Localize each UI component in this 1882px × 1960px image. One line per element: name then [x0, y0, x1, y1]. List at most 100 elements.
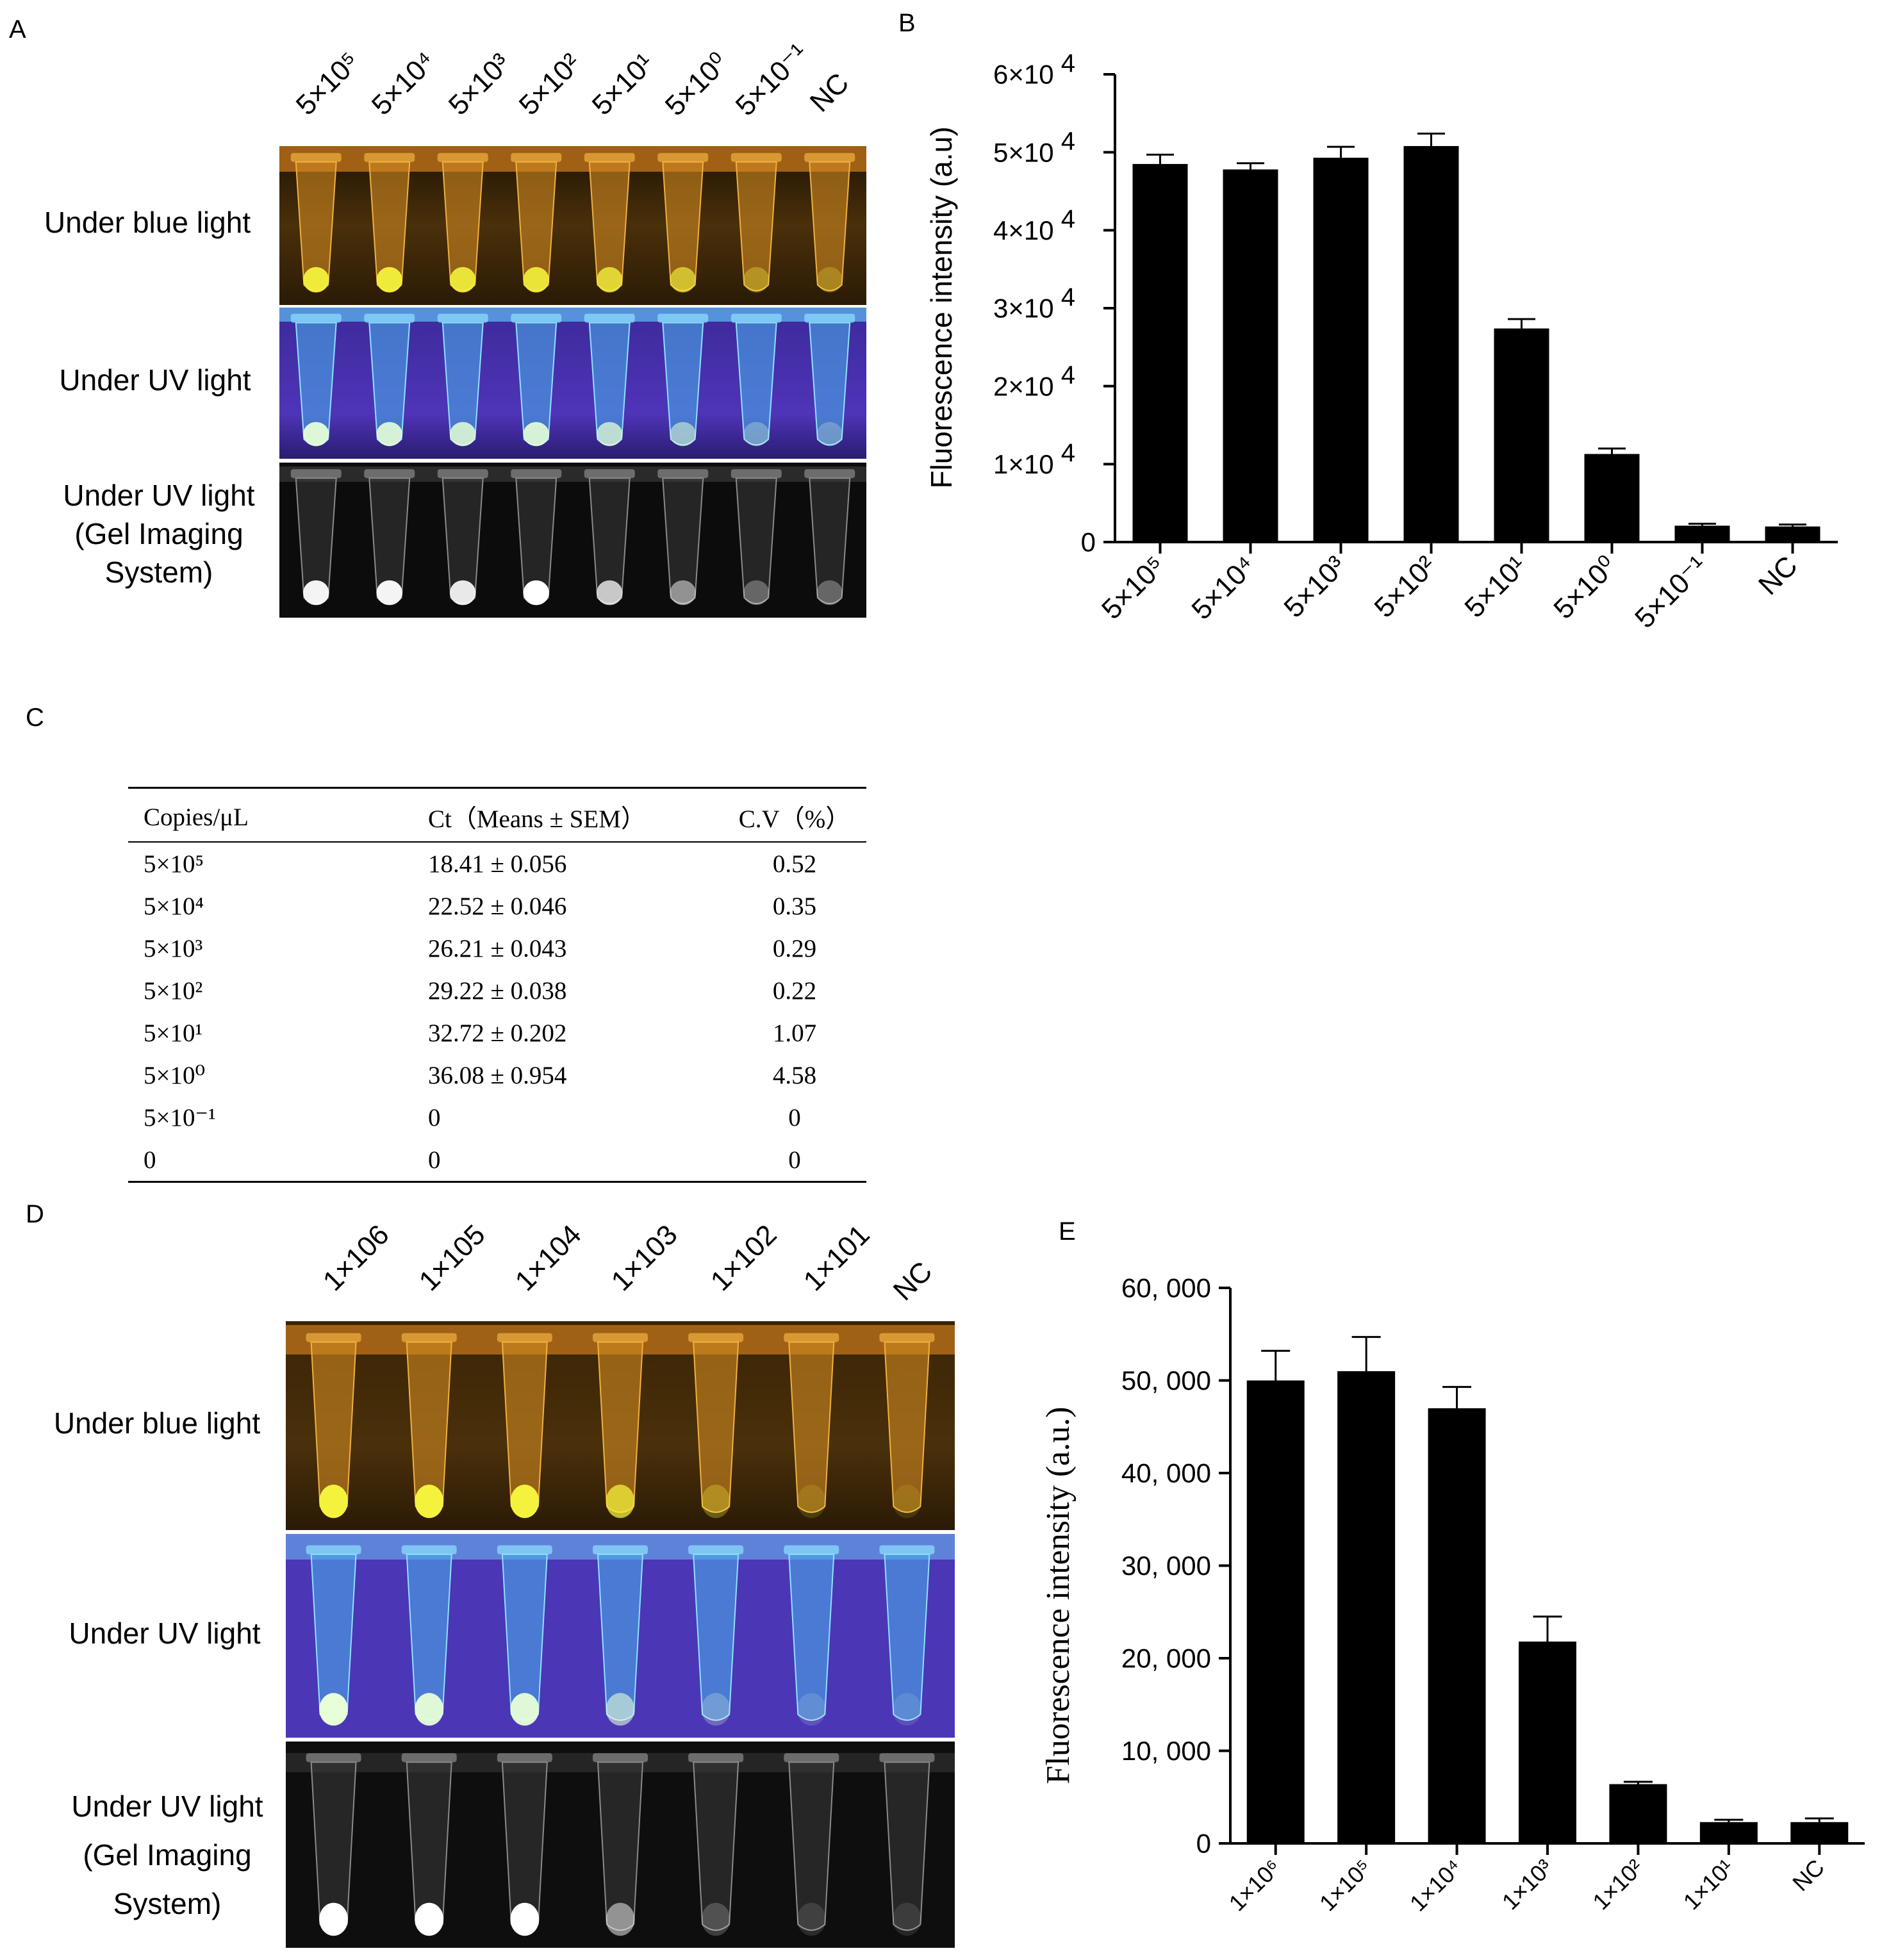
- tube-cap: [593, 1333, 648, 1342]
- tube: [788, 1553, 835, 1721]
- tube-cap: [497, 1753, 552, 1763]
- tube: [809, 161, 851, 292]
- tube-cap: [804, 313, 855, 323]
- lane-label: NC: [887, 1255, 939, 1307]
- cell-ct: 18.41 ± 0.056: [428, 850, 567, 878]
- lane-label: 1×103: [605, 1219, 684, 1297]
- cell-ct: 0: [413, 1139, 723, 1183]
- tube-cap: [804, 469, 855, 479]
- bar: [1223, 169, 1278, 542]
- cell-copies: 5×10⁵: [144, 850, 204, 878]
- tube-cap: [290, 152, 342, 162]
- tube-fluorescence: [319, 1485, 348, 1519]
- tube-fluorescence: [670, 580, 696, 605]
- ct-table: Copies/μL Ct（Means ± SEM） C.V（%） 5×10⁵ 18…: [128, 787, 866, 1183]
- bar: [1494, 328, 1549, 542]
- tube-cap: [511, 313, 562, 323]
- row-label-text: System): [113, 1886, 222, 1920]
- tube-fluorescence: [450, 422, 476, 447]
- y-axis-title: Fluorescence intensity (a.u): [925, 126, 958, 488]
- x-tick-label: 5×10²: [1368, 550, 1442, 623]
- y-axis-title: Fluorescence intensity (a.u.): [1040, 1406, 1077, 1784]
- cell-copies: 5×10¹: [144, 1019, 203, 1047]
- y-tick-label: 1×10 4: [993, 439, 1075, 479]
- bar: [1313, 158, 1369, 542]
- table-row: 5×10⁻¹ 0 0: [128, 1096, 866, 1139]
- chart-b: Fluorescence intensity (a.u) 0 1×10 4 2×10…: [925, 49, 1838, 634]
- y-tick-label: 0: [1196, 1829, 1211, 1859]
- tube-cap: [584, 469, 635, 479]
- tube-fluorescence: [743, 267, 770, 293]
- tube-cap: [364, 313, 415, 323]
- row-label-text: System): [104, 555, 213, 589]
- tube-fluorescence: [415, 1693, 444, 1726]
- tube-fluorescence: [376, 580, 402, 605]
- row-label-text: Under UV light: [71, 1790, 263, 1823]
- lane-label: NC: [804, 67, 855, 119]
- row-label-uv-light: Under UV light: [46, 1615, 283, 1653]
- tube-fluorescence: [415, 1902, 444, 1936]
- y-tick-label: 30, 000: [1121, 1551, 1211, 1581]
- cell-cv: 0.29: [772, 934, 817, 962]
- cell-ct: 22.52 ± 0.046: [428, 892, 567, 920]
- tube-cap: [306, 1333, 361, 1342]
- x-tick-label: 1×10¹: [1678, 1854, 1739, 1915]
- tube-fluorescence: [303, 267, 329, 293]
- tube-fluorescence: [743, 580, 770, 605]
- tube-fluorescence: [319, 1902, 348, 1936]
- lane-label: 5×10⁴: [365, 45, 442, 122]
- tube-fluorescence: [670, 422, 696, 447]
- tube-fluorescence: [597, 580, 623, 605]
- tube-cap: [688, 1333, 744, 1342]
- cell-copies: 5×10⁴: [144, 892, 204, 920]
- y-tick-label: 2×10 4: [993, 361, 1075, 401]
- photo-gel-imaging: [286, 1742, 955, 1948]
- tube-fluorescence: [816, 422, 843, 447]
- y-tick-label: 0: [1081, 527, 1096, 557]
- tube-fluorescence: [450, 267, 476, 293]
- cell-ct: 32.72 ± 0.202: [428, 1019, 567, 1047]
- lane-label: 5×10⁻¹: [729, 37, 814, 122]
- table-row: 5×10⁵ 18.41 ± 0.056 0.52: [128, 842, 866, 885]
- row-label-text: Under UV light: [63, 479, 255, 512]
- cell-ct: 29.22 ± 0.038: [428, 976, 567, 1005]
- tube-cap: [401, 1333, 457, 1342]
- tube-cap: [657, 313, 709, 323]
- table-row: 5×10⁰ 36.08 ± 0.954 4.58: [128, 1054, 866, 1096]
- table-row: 5×10¹ 32.72 ± 0.202 1.07: [128, 1012, 866, 1054]
- lane-label: 5×10³: [442, 47, 516, 122]
- bar: [1699, 1822, 1758, 1843]
- cell-cv: 0: [723, 1139, 866, 1183]
- panel-letter-e: E: [1059, 1217, 1076, 1246]
- tube: [809, 322, 851, 446]
- row-label-gel-imaging: Under UV light (Gel Imaging System): [49, 1783, 286, 1929]
- tube-cap: [306, 1545, 361, 1554]
- tube-fluorescence: [670, 267, 696, 293]
- tube-cap: [731, 469, 782, 479]
- bar: [1790, 1822, 1849, 1843]
- photo-uv-light: [279, 308, 866, 459]
- y-tick-label: 20, 000: [1121, 1643, 1211, 1674]
- tube: [884, 1761, 930, 1931]
- table-header-row: Copies/μL Ct（Means ± SEM） C.V（%）: [128, 787, 866, 843]
- panel-letter-a: A: [9, 15, 26, 44]
- tube: [693, 1553, 739, 1721]
- lane-label: 5×10²: [513, 47, 587, 122]
- x-tick-label: 5×10³: [1278, 550, 1351, 623]
- tube-fluorescence: [303, 422, 329, 447]
- table-row: 5×10³ 26.21 ± 0.043 0.29: [128, 927, 866, 969]
- lane-label: 5×10⁰: [659, 47, 734, 122]
- tube-fluorescence: [523, 580, 549, 605]
- bar: [1337, 1371, 1396, 1843]
- y-tick-label: 3×10 4: [993, 283, 1075, 324]
- x-tick-label: 5×10⁴: [1185, 550, 1261, 625]
- tube: [735, 161, 777, 292]
- lane-label: 1×105: [413, 1219, 491, 1297]
- cell-ct: 36.08 ± 0.954: [428, 1061, 567, 1089]
- y-tick-label: 60, 000: [1121, 1273, 1211, 1303]
- tube-cap: [306, 1753, 361, 1763]
- x-tick-label: NC: [1787, 1854, 1829, 1897]
- row-label-text: Under blue light: [53, 1406, 261, 1440]
- tube-cap: [879, 1333, 935, 1342]
- tube-fluorescence: [816, 580, 843, 605]
